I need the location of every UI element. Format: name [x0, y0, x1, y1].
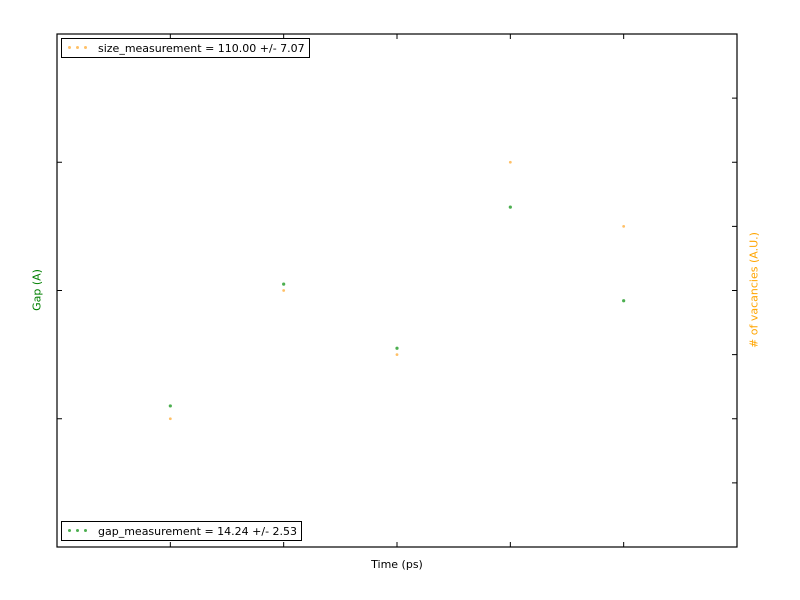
size-data-point — [168, 417, 172, 421]
legend-size-measurement: size_measurement = 110.00 +/- 7.07 — [61, 38, 310, 58]
axis-ticks — [57, 34, 737, 547]
legend-label-size: size_measurement = 110.00 +/- 7.07 — [98, 41, 305, 55]
gap-data-point — [395, 346, 399, 350]
y-axis-label-left: Gap (A) — [30, 269, 44, 311]
gap-data-point — [622, 299, 626, 303]
data-points — [168, 160, 626, 421]
gap-data-point — [508, 205, 512, 209]
y-axis-label-right: # of vacancies (A.U.) — [747, 232, 761, 348]
size-data-point — [622, 224, 626, 228]
legend-marker-gap — [68, 528, 92, 534]
size-data-point — [508, 160, 512, 164]
plot-frame — [56, 33, 738, 548]
legend-marker-size — [68, 45, 92, 51]
legend-gap-measurement: gap_measurement = 14.24 +/- 2.53 — [61, 521, 303, 541]
size-data-point — [395, 353, 399, 357]
size-data-point — [282, 289, 286, 292]
legend-label-gap: gap_measurement = 14.24 +/- 2.53 — [98, 524, 298, 538]
gap-data-point — [282, 282, 286, 286]
gap-data-point — [168, 404, 172, 408]
x-axis-label: Time (ps) — [371, 558, 423, 571]
